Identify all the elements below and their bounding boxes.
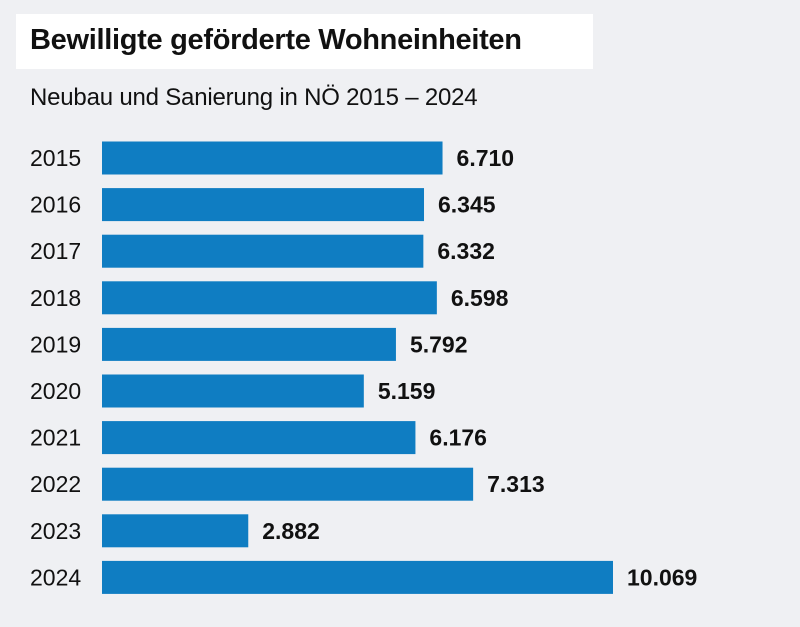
value-label: 5.792 [410,331,468,357]
value-label: 6.176 [429,425,487,451]
category-label: 2018 [30,285,81,311]
bar-2015 [102,141,443,175]
bar-2016 [102,188,425,222]
value-label: 7.313 [487,471,545,497]
category-label: 2019 [30,331,81,357]
value-label: 6.332 [437,238,495,264]
bar-2024 [102,560,613,594]
bar-2020 [102,374,364,408]
bar-chart: 2015 6.710 2016 6.345 2017 6.332 2018 6.598 2019… [30,141,697,594]
category-label: 2023 [30,518,81,544]
bar-2018 [102,281,437,315]
value-label: 10.069 [627,564,697,590]
chart-title: Bewilligte geförderte Wohneinheiten [30,24,522,56]
title-box: Bewilligte geförderte Wohneinheiten [16,14,593,69]
category-label: 2022 [30,471,81,497]
chart-subtitle: Neubau und Sanierung in NÖ 2015 – 2024 [30,84,478,111]
category-label: 2020 [30,378,81,404]
category-label: 2016 [30,192,81,218]
bar-2017 [102,234,424,268]
value-label: 5.159 [378,378,436,404]
bar-2022 [102,467,474,501]
category-label: 2021 [30,425,81,451]
value-label: 6.345 [438,192,496,218]
value-label: 6.710 [457,145,515,171]
bar-2023 [102,514,249,548]
bar-2021 [102,421,416,455]
category-label: 2015 [30,145,81,171]
bar-2019 [102,327,396,361]
category-label: 2024 [30,564,81,590]
category-label: 2017 [30,238,81,264]
value-label: 6.598 [451,285,509,311]
value-label: 2.882 [262,518,320,544]
